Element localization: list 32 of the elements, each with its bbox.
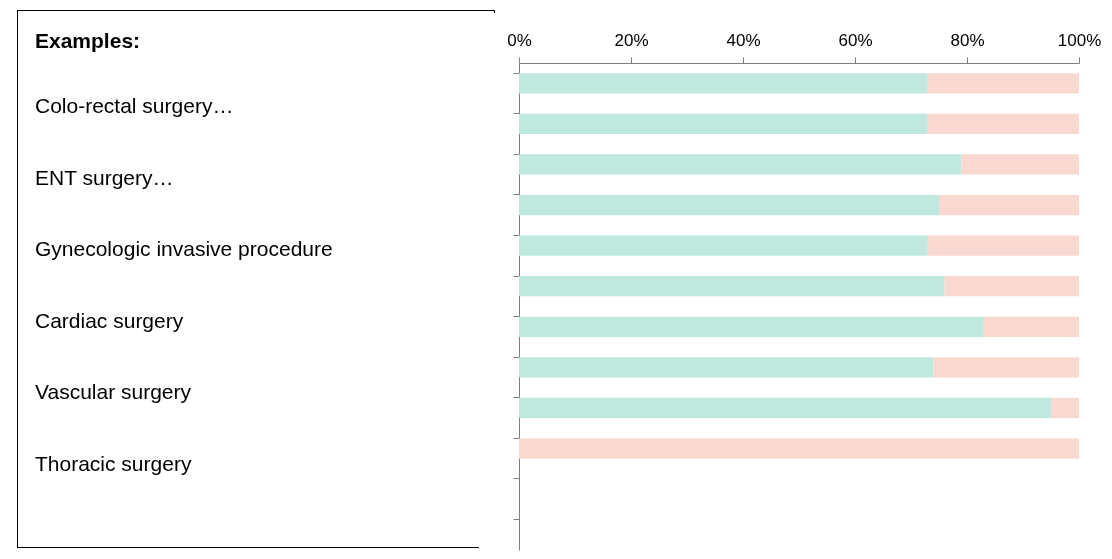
bar	[1051, 397, 1079, 419]
bar	[933, 357, 1079, 378]
x-tick-label: 100%	[1057, 30, 1102, 50]
x-tick-label: 80%	[950, 30, 985, 50]
bar	[519, 397, 1051, 419]
bar	[519, 316, 984, 337]
text: Thoracic surgery	[35, 451, 192, 476]
text: ENT surgery…	[35, 165, 174, 190]
text: Colo-rectal surgery…	[35, 94, 234, 118]
bar	[927, 113, 1079, 135]
x-tick-label: 0%	[507, 30, 532, 50]
bar	[519, 154, 962, 175]
text: Vascular surgery	[35, 380, 192, 404]
x-tick-label: 60%	[838, 30, 873, 50]
bar	[519, 73, 928, 94]
bar	[961, 154, 1079, 175]
text: Gynecologic invasive procedure	[35, 237, 333, 261]
bar	[519, 276, 945, 297]
bar	[519, 438, 1079, 459]
x-tick-label: 40%	[726, 30, 761, 50]
bar	[519, 357, 934, 378]
text: Examples:	[35, 29, 141, 53]
bar	[927, 73, 1079, 94]
bar	[519, 194, 939, 216]
text: Cardiac surgery	[35, 308, 184, 333]
bar	[939, 194, 1079, 216]
bar	[983, 316, 1079, 337]
x-tick-label: 20%	[614, 30, 649, 50]
bar	[927, 235, 1079, 256]
bar	[519, 235, 928, 256]
bar	[519, 113, 928, 135]
bar	[944, 276, 1079, 297]
